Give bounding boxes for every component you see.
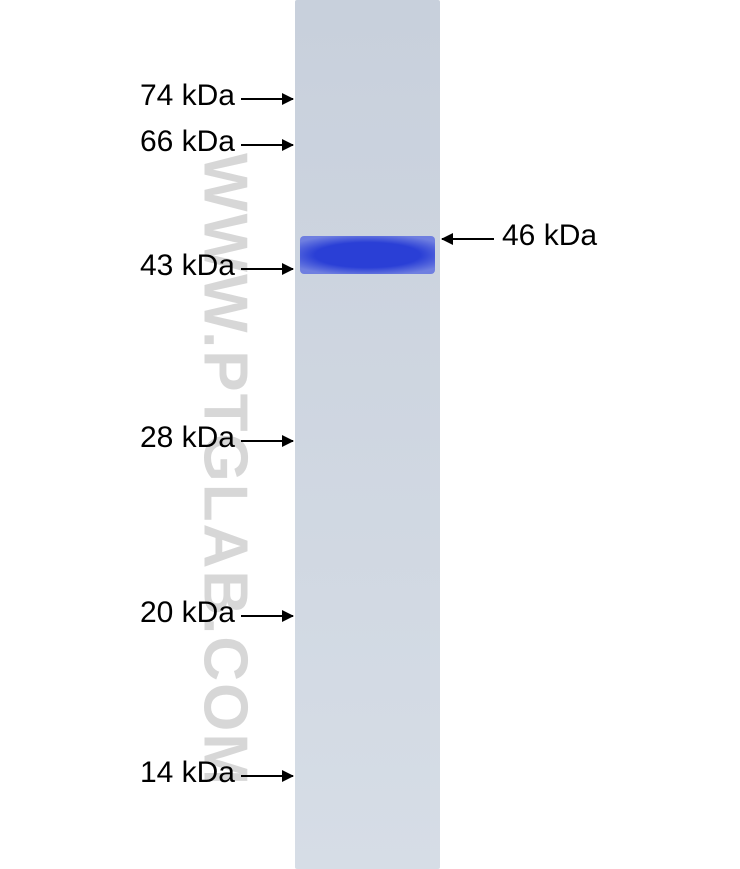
ladder-arrow	[241, 98, 293, 100]
sample-label: 46 kDa	[502, 219, 597, 253]
ladder-arrow	[241, 775, 293, 777]
protein-band-46kda	[300, 236, 435, 274]
ladder-arrow	[241, 144, 293, 146]
ladder-label: 74 kDa	[140, 79, 235, 113]
ladder-label: 43 kDa	[140, 249, 235, 283]
gel-canvas: WWW.PTGLAB.COM 74 kDa 66 kDa 43 kDa 28 kDa 2…	[0, 0, 740, 869]
ladder-arrow	[241, 268, 293, 270]
ladder-label: 20 kDa	[140, 596, 235, 630]
gel-lane	[295, 0, 440, 869]
ladder-label: 66 kDa	[140, 125, 235, 159]
ladder-label: 28 kDa	[140, 421, 235, 455]
sample-arrow	[442, 238, 494, 240]
ladder-label: 14 kDa	[140, 756, 235, 790]
ladder-arrow	[241, 440, 293, 442]
watermark-text: WWW.PTGLAB.COM	[190, 153, 261, 787]
ladder-arrow	[241, 615, 293, 617]
